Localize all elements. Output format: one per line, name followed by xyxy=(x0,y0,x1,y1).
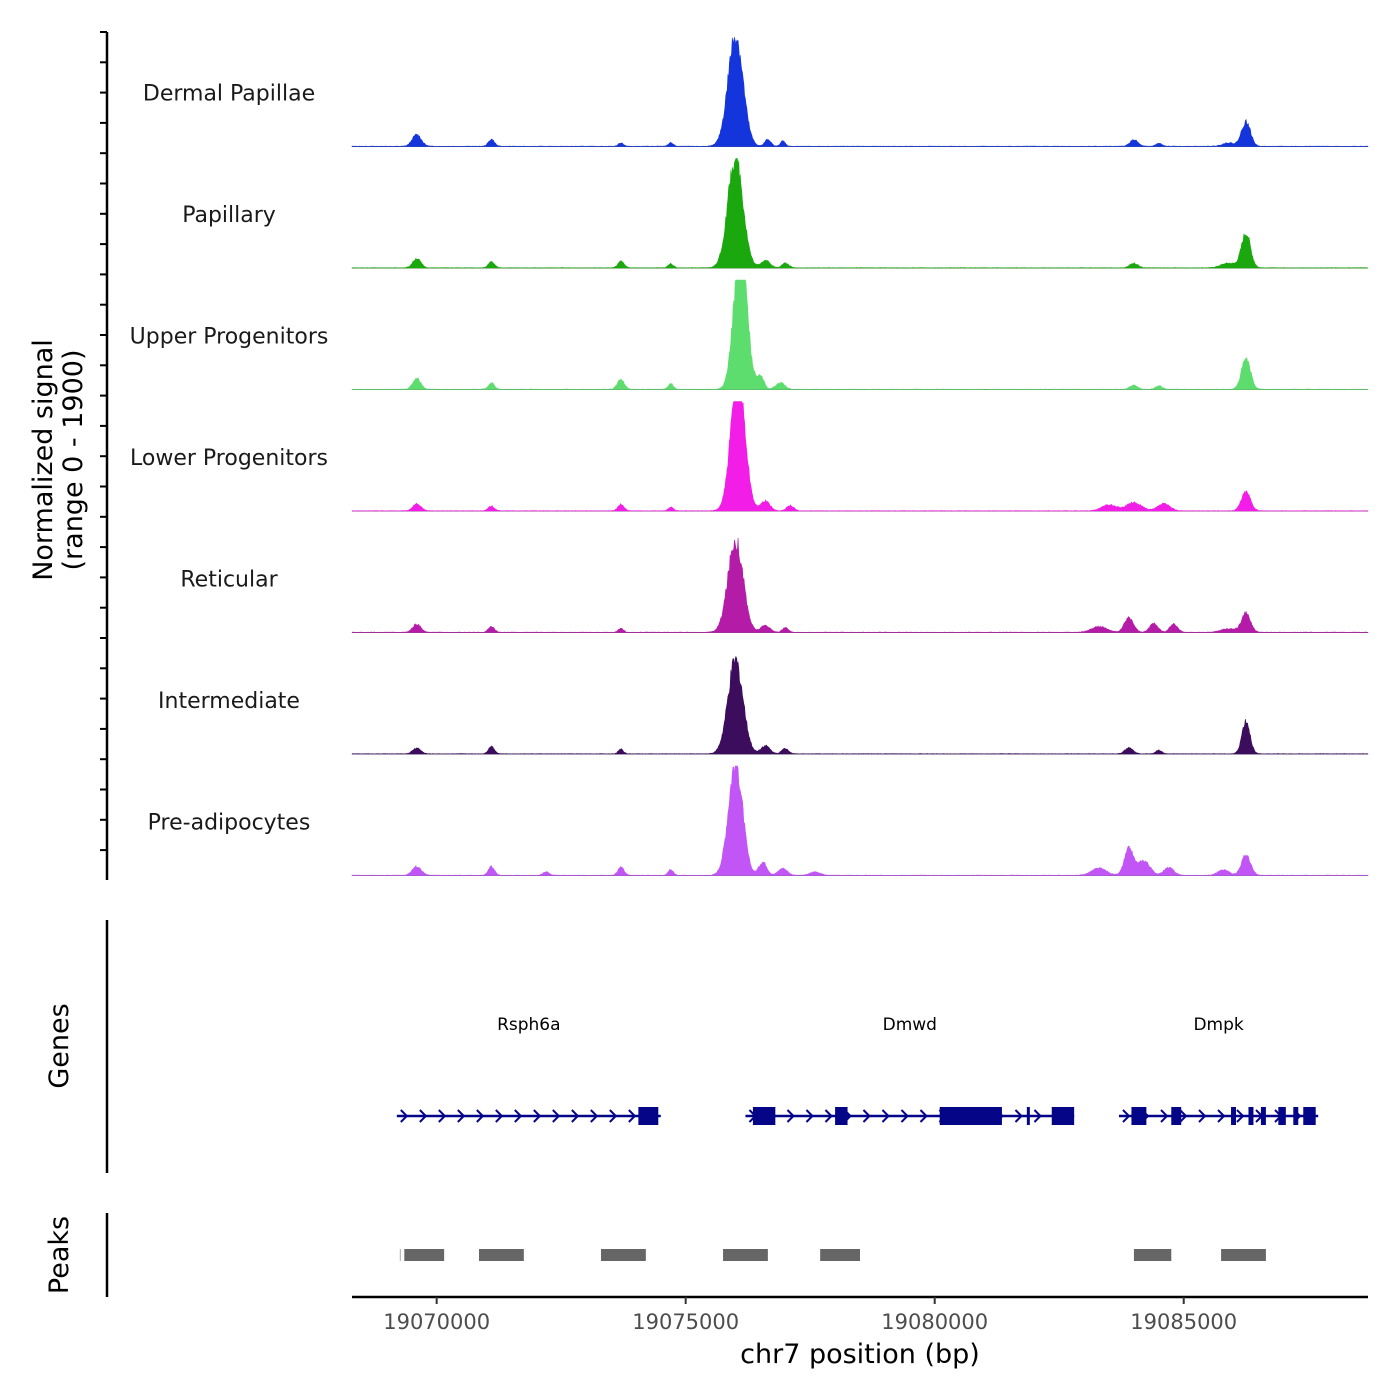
strand-arrow-icon xyxy=(609,1109,618,1123)
x-tick-label: 19075000 xyxy=(632,1310,739,1334)
exon xyxy=(939,1107,1002,1125)
gene-annotation-track: Rsph6a Dmwd Dmpk xyxy=(396,1015,1319,1125)
exon xyxy=(1051,1107,1075,1125)
strand-arrow-icon xyxy=(457,1109,466,1123)
strand-arrow-icon xyxy=(1033,1109,1042,1123)
track-label: Lower Progenitors xyxy=(130,446,328,471)
gene-label: Dmpk xyxy=(1193,1015,1243,1035)
peaks-ylabel: Peaks xyxy=(44,1216,75,1294)
gene-rsph6a: Rsph6a xyxy=(396,1015,661,1125)
exon xyxy=(1278,1107,1286,1125)
strand-arrow-icon xyxy=(476,1109,485,1123)
x-tick-label: 19085000 xyxy=(1130,1310,1237,1334)
peak-region xyxy=(820,1249,860,1261)
peak-region xyxy=(1221,1249,1266,1261)
peak-region xyxy=(1133,1249,1172,1261)
track-label: Upper Progenitors xyxy=(130,325,329,350)
exon xyxy=(1171,1107,1182,1125)
exon xyxy=(1131,1107,1147,1125)
strand-arrow-icon xyxy=(805,1109,814,1123)
coverage-track-dermal-papillae: Dermal Papillae xyxy=(143,36,1369,147)
strand-arrow-icon xyxy=(919,1109,928,1123)
coverage-area xyxy=(351,401,1369,512)
strand-arrow-icon xyxy=(824,1109,833,1123)
strand-arrow-icon xyxy=(786,1109,795,1123)
exon xyxy=(1293,1107,1299,1125)
exon xyxy=(752,1107,776,1125)
coverage-area xyxy=(351,655,1369,755)
strand-arrow-icon xyxy=(419,1109,428,1123)
strand-arrow-icon xyxy=(495,1109,504,1123)
coverage-track-reticular: Reticular xyxy=(180,537,1369,633)
exon xyxy=(1231,1107,1237,1125)
strand-arrow-icon xyxy=(1160,1109,1169,1123)
strand-arrow-icon xyxy=(552,1109,561,1123)
track-label: Papillary xyxy=(182,203,276,228)
strand-arrow-icon xyxy=(900,1109,909,1123)
peak-region xyxy=(601,1249,646,1261)
x-axis: 19070000 19075000 19080000 19085000 xyxy=(352,1295,1368,1334)
coverage-area xyxy=(351,158,1369,269)
coverage-track-lower-progenitors: Lower Progenitors xyxy=(130,401,1369,512)
peak-region xyxy=(479,1249,524,1261)
strand-arrow-icon xyxy=(628,1109,637,1123)
coverage-ylabel-line1: Normalized signal xyxy=(28,339,59,581)
genes-ylabel: Genes xyxy=(44,1003,75,1088)
strand-arrow-icon xyxy=(1014,1109,1023,1123)
exon xyxy=(638,1107,659,1125)
coverage-area xyxy=(351,36,1369,147)
strand-arrow-icon xyxy=(571,1109,580,1123)
strand-arrow-icon xyxy=(1179,1109,1188,1123)
track-label: Intermediate xyxy=(158,689,300,714)
x-tick-label: 19070000 xyxy=(383,1310,490,1334)
coverage-tracks: Dermal Papillae Papillary Upper Progenitor… xyxy=(130,36,1369,876)
exon xyxy=(1260,1107,1266,1125)
coverage-track-intermediate: Intermediate xyxy=(158,655,1369,755)
gene-label: Dmwd xyxy=(883,1015,937,1035)
exon xyxy=(1303,1107,1316,1125)
peak-region xyxy=(404,1249,445,1261)
coverage-ylabel-line2: (range 0 - 1900) xyxy=(58,350,89,571)
coverage-area xyxy=(351,765,1369,876)
strand-arrow-icon xyxy=(514,1109,523,1123)
gene-dmpk: Dmpk xyxy=(1118,1015,1319,1125)
track-label: Pre-adipocytes xyxy=(148,811,311,836)
peak-region xyxy=(723,1249,768,1261)
exon xyxy=(1026,1107,1030,1125)
track-label: Reticular xyxy=(180,568,278,593)
track-label: Dermal Papillae xyxy=(143,82,315,107)
gene-label: Rsph6a xyxy=(497,1015,560,1035)
coverage-track-papillary: Papillary xyxy=(182,158,1369,269)
strand-arrow-icon xyxy=(1217,1109,1226,1123)
strand-arrow-icon xyxy=(1198,1109,1207,1123)
strand-arrow-icon xyxy=(438,1109,447,1123)
coverage-track-upper-progenitors: Upper Progenitors xyxy=(130,279,1369,390)
strand-arrow-icon xyxy=(400,1109,409,1123)
x-axis-label: chr7 position (bp) xyxy=(740,1339,980,1370)
peaks-track xyxy=(399,1249,1266,1261)
strand-arrow-icon xyxy=(1236,1109,1245,1123)
strand-arrow-icon xyxy=(862,1109,871,1123)
exon xyxy=(1248,1107,1254,1125)
coverage-track-pre-adipocytes: Pre-adipocytes xyxy=(148,765,1369,876)
gene-dmwd: Dmwd xyxy=(745,1015,1075,1125)
x-tick-label: 19080000 xyxy=(881,1310,988,1334)
strand-arrow-icon xyxy=(1122,1109,1131,1123)
exon xyxy=(835,1107,848,1125)
coverage-area xyxy=(351,279,1369,390)
strand-arrow-icon xyxy=(881,1109,890,1123)
strand-arrow-icon xyxy=(533,1109,542,1123)
coverage-y-axis xyxy=(100,31,109,880)
strand-arrow-icon xyxy=(590,1109,599,1123)
coverage-area xyxy=(351,537,1369,633)
